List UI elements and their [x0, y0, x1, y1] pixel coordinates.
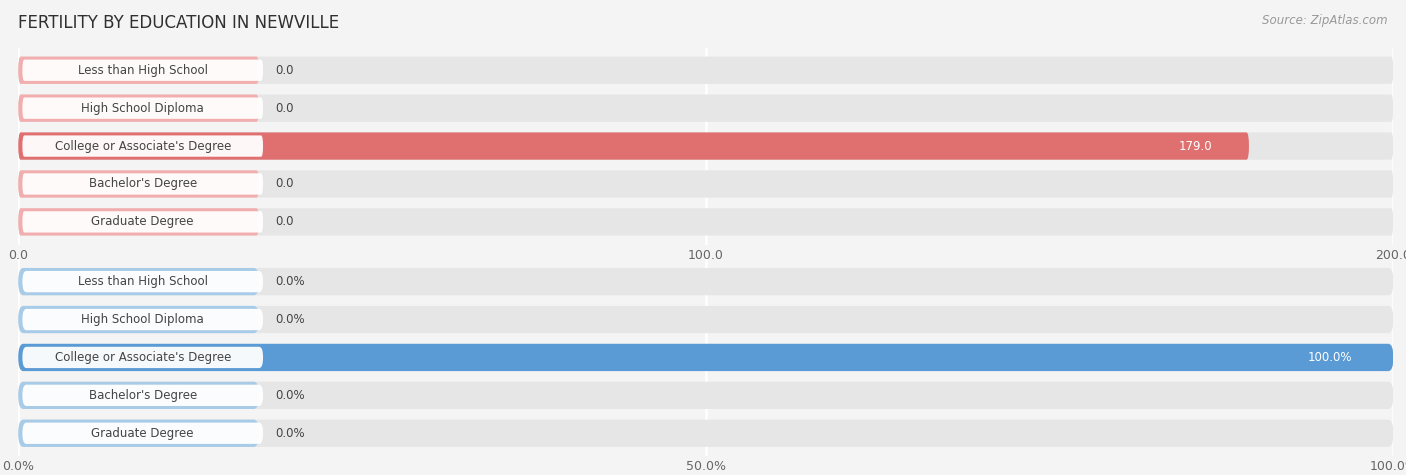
- FancyBboxPatch shape: [18, 268, 1393, 295]
- FancyBboxPatch shape: [18, 95, 1393, 122]
- Text: Less than High School: Less than High School: [77, 64, 208, 77]
- FancyBboxPatch shape: [22, 309, 263, 330]
- FancyBboxPatch shape: [22, 97, 263, 119]
- Text: 100.0%: 100.0%: [1308, 351, 1353, 364]
- Text: High School Diploma: High School Diploma: [82, 313, 204, 326]
- FancyBboxPatch shape: [18, 306, 1393, 333]
- Text: 0.0: 0.0: [276, 215, 294, 228]
- FancyBboxPatch shape: [18, 57, 259, 84]
- FancyBboxPatch shape: [22, 211, 263, 233]
- FancyBboxPatch shape: [18, 133, 1393, 160]
- Text: 0.0%: 0.0%: [276, 389, 305, 402]
- FancyBboxPatch shape: [22, 135, 263, 157]
- Text: 0.0: 0.0: [276, 178, 294, 190]
- FancyBboxPatch shape: [18, 419, 259, 447]
- FancyBboxPatch shape: [18, 171, 1393, 198]
- FancyBboxPatch shape: [18, 382, 259, 409]
- FancyBboxPatch shape: [18, 133, 1249, 160]
- FancyBboxPatch shape: [18, 344, 1393, 371]
- FancyBboxPatch shape: [18, 268, 259, 295]
- Text: Graduate Degree: Graduate Degree: [91, 427, 194, 440]
- FancyBboxPatch shape: [22, 423, 263, 444]
- Text: 0.0: 0.0: [276, 64, 294, 77]
- Text: 0.0%: 0.0%: [276, 313, 305, 326]
- FancyBboxPatch shape: [22, 347, 263, 368]
- Text: 0.0%: 0.0%: [276, 275, 305, 288]
- FancyBboxPatch shape: [22, 173, 263, 195]
- Text: 0.0%: 0.0%: [276, 427, 305, 440]
- Text: Graduate Degree: Graduate Degree: [91, 215, 194, 228]
- FancyBboxPatch shape: [22, 385, 263, 406]
- Text: College or Associate's Degree: College or Associate's Degree: [55, 140, 231, 152]
- FancyBboxPatch shape: [18, 306, 259, 333]
- Text: FERTILITY BY EDUCATION IN NEWVILLE: FERTILITY BY EDUCATION IN NEWVILLE: [18, 14, 339, 32]
- Text: 0.0: 0.0: [276, 102, 294, 114]
- FancyBboxPatch shape: [18, 419, 1393, 447]
- FancyBboxPatch shape: [18, 208, 1393, 236]
- FancyBboxPatch shape: [18, 344, 1393, 371]
- FancyBboxPatch shape: [18, 95, 259, 122]
- Text: College or Associate's Degree: College or Associate's Degree: [55, 351, 231, 364]
- Text: 179.0: 179.0: [1178, 140, 1212, 152]
- FancyBboxPatch shape: [22, 271, 263, 292]
- Text: Less than High School: Less than High School: [77, 275, 208, 288]
- FancyBboxPatch shape: [18, 382, 1393, 409]
- Text: Bachelor's Degree: Bachelor's Degree: [89, 389, 197, 402]
- Text: Bachelor's Degree: Bachelor's Degree: [89, 178, 197, 190]
- FancyBboxPatch shape: [22, 59, 263, 81]
- Text: High School Diploma: High School Diploma: [82, 102, 204, 114]
- FancyBboxPatch shape: [18, 171, 259, 198]
- Text: Source: ZipAtlas.com: Source: ZipAtlas.com: [1263, 14, 1388, 27]
- FancyBboxPatch shape: [18, 57, 1393, 84]
- FancyBboxPatch shape: [18, 208, 259, 236]
